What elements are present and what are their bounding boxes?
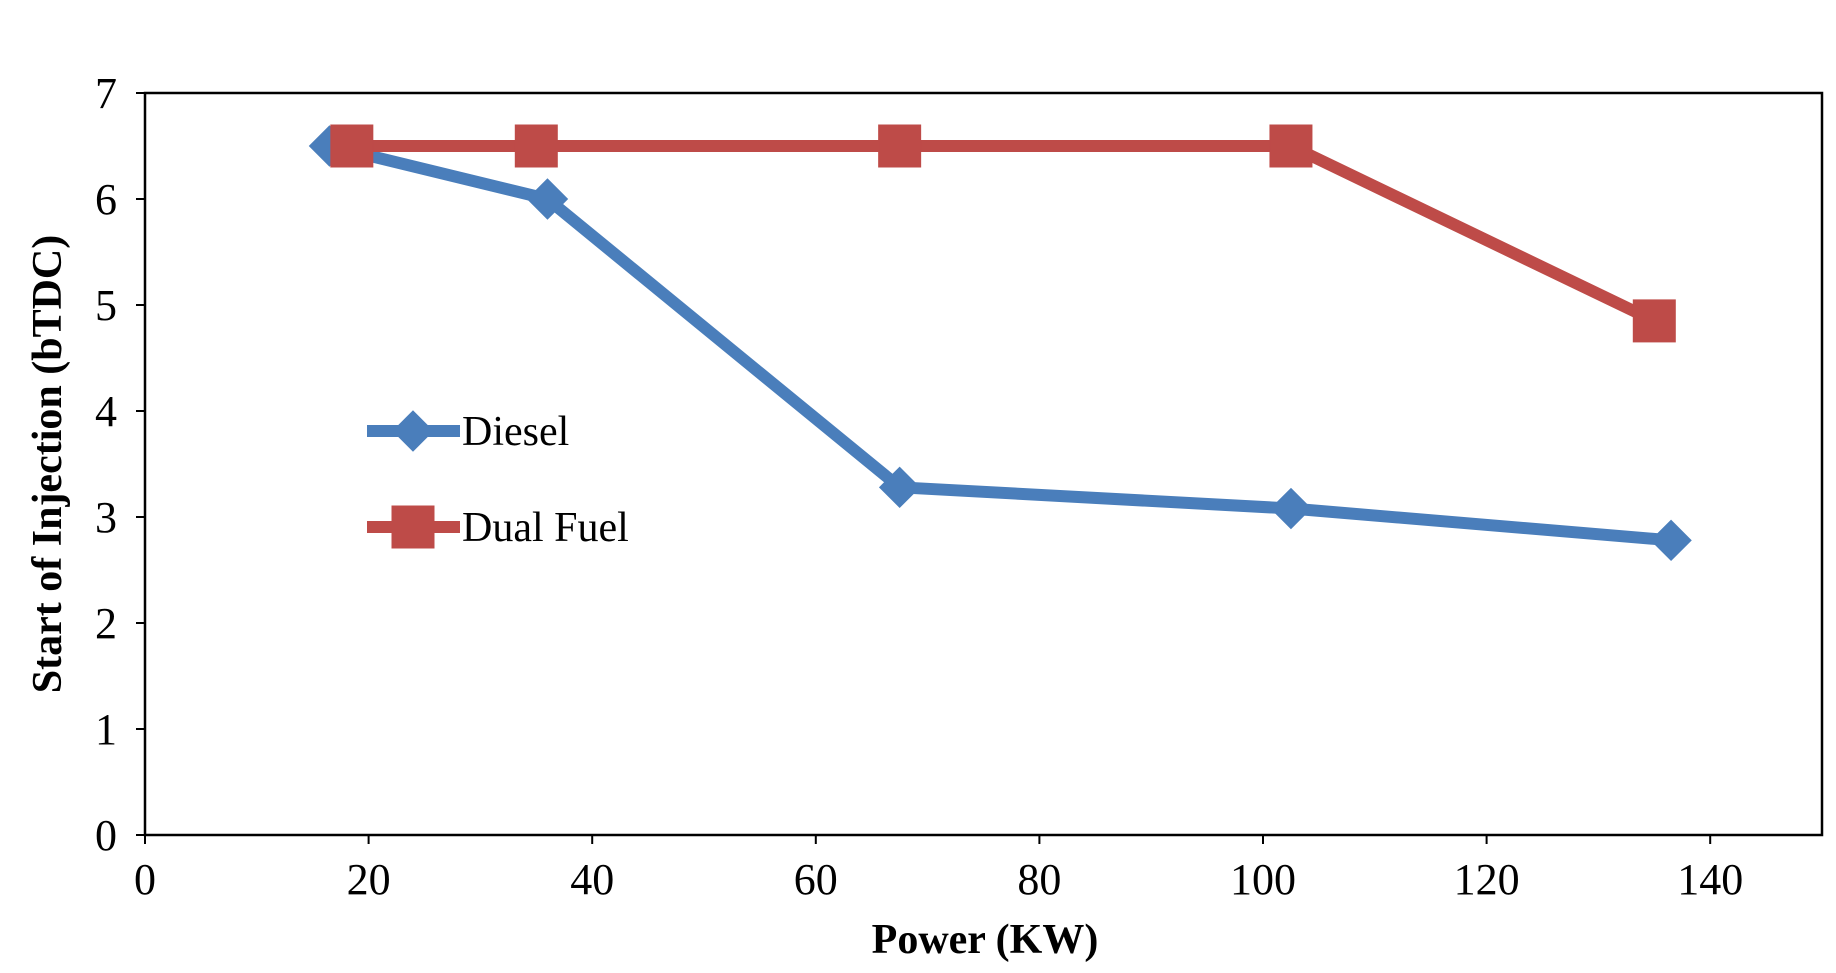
legend-marker (391, 505, 435, 549)
plot-area (143, 91, 1824, 837)
data-point-diamond (1650, 519, 1692, 562)
x-tick-label: 80 (1017, 855, 1061, 904)
legend-item: Diesel (367, 409, 569, 455)
x-tick-label: 20 (347, 855, 391, 904)
y-tick-label: 3 (95, 493, 117, 542)
x-tick-label: 100 (1230, 855, 1296, 904)
y-tick-label: 0 (95, 811, 117, 860)
x-tick-label: 0 (134, 855, 156, 904)
data-point-square (1632, 299, 1676, 343)
data-point-square (330, 124, 374, 168)
series-diesel (308, 125, 1692, 562)
data-point-square (1269, 124, 1313, 168)
data-point-diamond (878, 466, 921, 509)
x-tick-label: 120 (1454, 855, 1520, 904)
y-tick-label: 1 (95, 705, 117, 754)
y-tick-label: 6 (95, 175, 117, 224)
legend-label: Dual Fuel (462, 505, 629, 551)
series-dual-fuel (330, 124, 1676, 343)
y-axis-title: Start of Injection (bTDC) (25, 235, 71, 693)
x-tick-label: 140 (1677, 855, 1743, 904)
data-point-square (514, 124, 558, 168)
data-point-diamond (1270, 487, 1312, 530)
x-tick-label: 60 (794, 855, 838, 904)
x-axis-title: Power (KW) (872, 917, 1099, 963)
series-layer (308, 124, 1692, 562)
legend: Diesel Dual Fuel (367, 409, 629, 551)
data-point-square (878, 124, 922, 168)
axes: 0 1 2 3 4 5 6 7 0 20 40 60 80 100 120 140 (95, 69, 1743, 904)
plot-border (143, 91, 1824, 837)
y-tick-label: 5 (95, 281, 117, 330)
y-tick-label: 4 (95, 387, 117, 436)
legend-label: Diesel (462, 409, 569, 455)
y-tick-label: 7 (95, 69, 117, 118)
legend-marker (392, 410, 434, 452)
legend-item: Dual Fuel (367, 505, 629, 551)
x-tick-label: 40 (570, 855, 614, 904)
y-tick-label: 2 (95, 599, 117, 648)
data-point-diamond (526, 178, 569, 220)
